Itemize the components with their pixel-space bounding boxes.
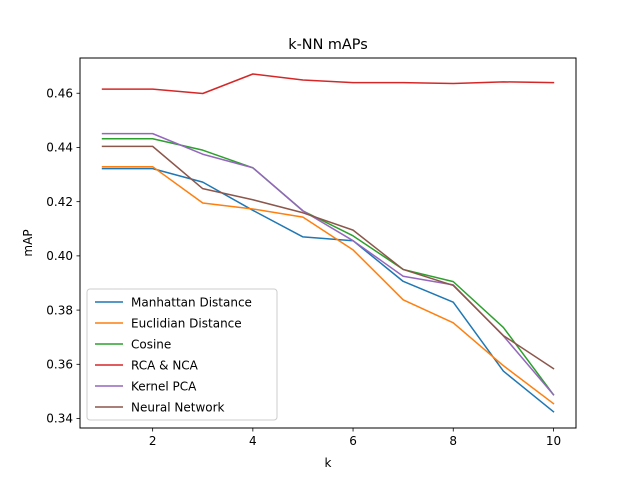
x-tick-label: 6 bbox=[349, 434, 357, 448]
x-tick-label: 2 bbox=[149, 434, 157, 448]
y-tick-label: 0.38 bbox=[46, 303, 73, 317]
y-axis-ticks: 0.34 0.36 0.38 0.40 0.42 0.44 0.46 bbox=[46, 86, 80, 426]
y-tick-label: 0.44 bbox=[46, 141, 73, 155]
legend-label-0: Manhattan Distance bbox=[131, 295, 252, 309]
series-line-1 bbox=[101, 165, 555, 405]
axes-frame bbox=[79, 57, 577, 429]
series-line-0 bbox=[101, 167, 555, 413]
y-tick-label: 0.46 bbox=[46, 86, 73, 100]
chart-title: k-NN mAPs bbox=[288, 37, 367, 53]
series-line-5 bbox=[101, 145, 555, 370]
series-line-3 bbox=[101, 73, 555, 95]
x-tick-label: 8 bbox=[449, 434, 457, 448]
legend-label-4: Kernel PCA bbox=[131, 379, 197, 393]
x-tick-label: 10 bbox=[546, 434, 561, 448]
legend-items: Manhattan Distance Euclidian Distance Cosi… bbox=[95, 295, 252, 414]
x-axis-label: k bbox=[325, 456, 332, 470]
legend-label-1: Euclidian Distance bbox=[131, 316, 242, 330]
legend-label-5: Neural Network bbox=[131, 400, 225, 414]
y-axis-label: mAP bbox=[21, 229, 35, 256]
legend-label-3: RCA & NCA bbox=[131, 358, 199, 372]
legend: Manhattan Distance Euclidian Distance Cosi… bbox=[86, 288, 278, 421]
y-tick-label: 0.40 bbox=[46, 249, 73, 263]
y-tick-label: 0.42 bbox=[46, 195, 73, 209]
y-tick-label: 0.36 bbox=[46, 358, 73, 372]
x-tick-label: 4 bbox=[249, 434, 257, 448]
legend-box bbox=[86, 288, 278, 421]
y-tick-label: 0.34 bbox=[46, 412, 73, 426]
legend-label-2: Cosine bbox=[131, 337, 171, 351]
x-axis-ticks: 2 4 6 8 10 bbox=[149, 428, 561, 448]
plot-lines bbox=[101, 73, 555, 413]
